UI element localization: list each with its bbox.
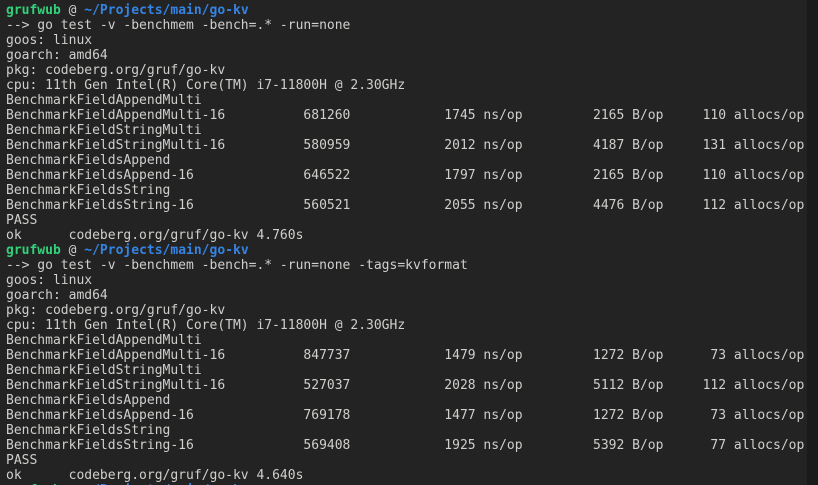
prompt-username: grufwub	[6, 243, 61, 258]
benchmark-group-line: BenchmarkFieldStringMulti	[6, 363, 807, 378]
ok-text: ok codeberg.org/gruf/go-kv 4.760s	[6, 228, 304, 243]
pass-text: PASS	[6, 453, 38, 468]
benchmark-group-line: BenchmarkFieldsString	[6, 183, 807, 198]
prompt-separator: @	[61, 483, 84, 485]
terminal-output: grufwub @ ~/Projects/main/go-kv --> go te…	[6, 3, 807, 485]
benchmark-row-text: BenchmarkFieldAppendMulti-16 847737 1479…	[6, 348, 805, 363]
env-line: goarch: amd64	[6, 288, 807, 303]
prompt-line-partial: grufwub @ ~/Projects/main/go-kv	[6, 483, 807, 485]
prompt-separator: @	[60, 3, 85, 18]
ok-text: ok codeberg.org/gruf/go-kv 4.640s	[6, 468, 304, 483]
prompt-path: ~/Projects/main/go-kv	[84, 243, 249, 258]
benchmark-result-row: BenchmarkFieldAppendMulti-16 847737 1479…	[6, 348, 807, 363]
benchmark-result-row: BenchmarkFieldStringMulti-16 527037 2028…	[6, 378, 807, 393]
env-text: cpu: 11th Gen Intel(R) Core(TM) i7-11800…	[6, 318, 406, 333]
benchmark-group-name: BenchmarkFieldsAppend	[6, 393, 171, 408]
env-line: goarch: amd64	[6, 48, 807, 63]
benchmark-result-row: BenchmarkFieldsString-16 560521 2055 ns/…	[6, 198, 807, 213]
benchmark-group-line: BenchmarkFieldsString	[6, 423, 807, 438]
benchmark-result-row: BenchmarkFieldStringMulti-16 580959 2012…	[6, 138, 807, 153]
env-text: pkg: codeberg.org/gruf/go-kv	[6, 63, 226, 78]
env-text: pkg: codeberg.org/gruf/go-kv	[6, 303, 226, 318]
benchmark-row-text: BenchmarkFieldsString-16 560521 2055 ns/…	[6, 198, 805, 213]
prompt-line: grufwub @ ~/Projects/main/go-kv	[6, 243, 807, 258]
prompt-path: ~/Projects/main/go-kv	[84, 3, 249, 18]
benchmark-group-name: BenchmarkFieldsString	[6, 423, 171, 438]
scrollbar-track[interactable]	[807, 0, 818, 485]
prompt-path: ~/Projects/main/go-kv	[84, 483, 248, 485]
prompt-username: grufwub	[6, 483, 61, 485]
benchmark-group-name: BenchmarkFieldStringMulti	[6, 123, 202, 138]
command-line: --> go test -v -benchmem -bench=.* -run=…	[6, 258, 807, 273]
env-line: pkg: codeberg.org/gruf/go-kv	[6, 303, 807, 318]
env-text: goos: linux	[6, 33, 93, 48]
env-text: goos: linux	[6, 273, 93, 288]
benchmark-group-name: BenchmarkFieldsString	[6, 183, 171, 198]
env-line: cpu: 11th Gen Intel(R) Core(TM) i7-11800…	[6, 318, 807, 333]
command-text: --> go test -v -benchmem -bench=.* -run=…	[6, 18, 351, 33]
benchmark-row-text: BenchmarkFieldStringMulti-16 527037 2028…	[6, 378, 805, 393]
benchmark-result-row: BenchmarkFieldsString-16 569408 1925 ns/…	[6, 438, 807, 453]
prompt-line: grufwub @ ~/Projects/main/go-kv	[6, 3, 807, 18]
benchmark-result-row: BenchmarkFieldAppendMulti-16 681260 1745…	[6, 108, 807, 123]
benchmark-group-line: BenchmarkFieldAppendMulti	[6, 93, 807, 108]
env-line: goos: linux	[6, 33, 807, 48]
pass-line: PASS	[6, 213, 807, 228]
pass-text: PASS	[6, 213, 38, 228]
benchmark-result-row: BenchmarkFieldsAppend-16 769178 1477 ns/…	[6, 408, 807, 423]
benchmark-result-row: BenchmarkFieldsAppend-16 646522 1797 ns/…	[6, 168, 807, 183]
benchmark-group-line: BenchmarkFieldAppendMulti	[6, 333, 807, 348]
benchmark-row-text: BenchmarkFieldsString-16 569408 1925 ns/…	[6, 438, 805, 453]
env-line: goos: linux	[6, 273, 807, 288]
benchmark-group-name: BenchmarkFieldAppendMulti	[6, 93, 202, 108]
benchmark-group-name: BenchmarkFieldAppendMulti	[6, 333, 202, 348]
benchmark-group-line: BenchmarkFieldsAppend	[6, 393, 807, 408]
benchmark-group-line: BenchmarkFieldStringMulti	[6, 123, 807, 138]
pass-line: PASS	[6, 453, 807, 468]
benchmark-group-line: BenchmarkFieldsAppend	[6, 153, 807, 168]
env-line: cpu: 11th Gen Intel(R) Core(TM) i7-11800…	[6, 78, 807, 93]
env-text: goarch: amd64	[6, 48, 108, 63]
benchmark-row-text: BenchmarkFieldsAppend-16 646522 1797 ns/…	[6, 168, 805, 183]
prompt-username: grufwub	[6, 3, 61, 18]
prompt-separator: @	[60, 243, 85, 258]
ok-line: ok codeberg.org/gruf/go-kv 4.760s	[6, 228, 807, 243]
env-text: cpu: 11th Gen Intel(R) Core(TM) i7-11800…	[6, 78, 406, 93]
command-text: --> go test -v -benchmem -bench=.* -run=…	[6, 258, 468, 273]
benchmark-group-name: BenchmarkFieldStringMulti	[6, 363, 202, 378]
env-line: pkg: codeberg.org/gruf/go-kv	[6, 63, 807, 78]
ok-line: ok codeberg.org/gruf/go-kv 4.640s	[6, 468, 807, 483]
benchmark-row-text: BenchmarkFieldAppendMulti-16 681260 1745…	[6, 108, 805, 123]
command-line: --> go test -v -benchmem -bench=.* -run=…	[6, 18, 807, 33]
env-text: goarch: amd64	[6, 288, 108, 303]
benchmark-row-text: BenchmarkFieldStringMulti-16 580959 2012…	[6, 138, 805, 153]
benchmark-row-text: BenchmarkFieldsAppend-16 769178 1477 ns/…	[6, 408, 805, 423]
benchmark-group-name: BenchmarkFieldsAppend	[6, 153, 171, 168]
